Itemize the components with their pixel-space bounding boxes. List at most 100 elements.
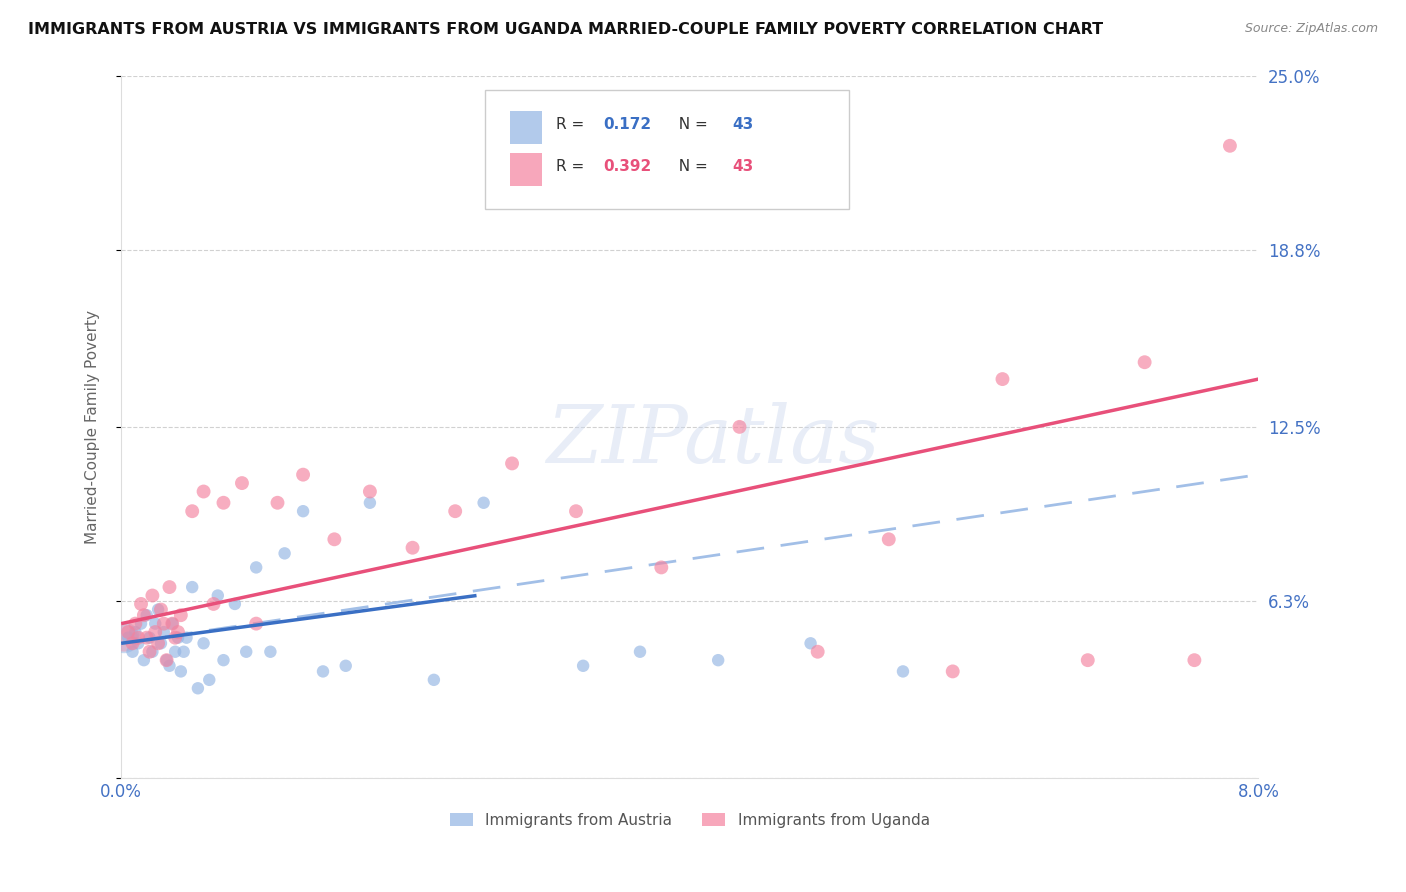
Point [193, 636, 215, 650]
Point [323, 533, 346, 547]
Point [165, 645, 187, 659]
Text: 43: 43 [731, 160, 754, 174]
Text: Source: ZipAtlas.com: Source: ZipAtlas.com [1244, 22, 1378, 36]
Text: N =: N = [669, 117, 713, 132]
Point [156, 653, 179, 667]
Point [124, 625, 146, 640]
Point [117, 625, 139, 640]
Point [245, 560, 267, 574]
Point [472, 496, 495, 510]
Point [312, 665, 335, 679]
Point [112, 631, 135, 645]
Point [146, 602, 169, 616]
Point [1182, 653, 1205, 667]
Point [198, 673, 221, 687]
Point [132, 653, 155, 667]
Point [202, 597, 225, 611]
Text: 0.172: 0.172 [603, 117, 651, 132]
Point [167, 631, 190, 645]
Point [127, 631, 149, 645]
Point [292, 504, 315, 518]
Point [152, 625, 174, 640]
Point [132, 608, 155, 623]
Point [800, 636, 823, 650]
Point [728, 420, 751, 434]
Point [129, 597, 152, 611]
Point [170, 665, 193, 679]
Point [135, 631, 157, 645]
Point [162, 616, 184, 631]
Point [991, 372, 1014, 386]
Point [187, 681, 209, 696]
Point [501, 457, 523, 471]
Point [159, 580, 181, 594]
Point [359, 496, 381, 510]
Point [1133, 355, 1156, 369]
Point [807, 645, 830, 659]
Point [444, 504, 467, 518]
Point [877, 533, 900, 547]
Point [1219, 138, 1241, 153]
Point [149, 636, 172, 650]
Point [650, 560, 672, 574]
FancyBboxPatch shape [485, 89, 849, 209]
Point [212, 496, 235, 510]
Point [181, 580, 204, 594]
Point [149, 602, 172, 616]
Point [165, 631, 187, 645]
Point [707, 653, 730, 667]
Text: IMMIGRANTS FROM AUSTRIA VS IMMIGRANTS FROM UGANDA MARRIED-COUPLE FAMILY POVERTY : IMMIGRANTS FROM AUSTRIA VS IMMIGRANTS FR… [28, 22, 1104, 37]
Point [129, 616, 152, 631]
Point [143, 625, 166, 640]
Point [273, 546, 295, 560]
Point [138, 645, 160, 659]
Point [335, 658, 357, 673]
Point [141, 645, 163, 659]
Text: R =: R = [555, 160, 589, 174]
Point [121, 645, 143, 659]
Point [117, 631, 139, 645]
Point [565, 504, 588, 518]
Text: R =: R = [555, 117, 589, 132]
Point [135, 608, 157, 623]
FancyBboxPatch shape [510, 112, 541, 144]
Point [152, 616, 174, 631]
Point [292, 467, 315, 482]
Point [235, 645, 257, 659]
Text: ZIPatlas: ZIPatlas [546, 402, 879, 480]
Y-axis label: Married-Couple Family Poverty: Married-Couple Family Poverty [86, 310, 100, 544]
Legend: Immigrants from Austria, Immigrants from Uganda: Immigrants from Austria, Immigrants from… [444, 806, 936, 834]
Point [193, 484, 215, 499]
Point [173, 645, 195, 659]
Point [162, 616, 184, 631]
Point [1077, 653, 1099, 667]
Point [159, 658, 181, 673]
Point [181, 504, 204, 518]
Point [112, 631, 135, 645]
Point [176, 631, 198, 645]
Text: 43: 43 [731, 117, 754, 132]
Point [156, 653, 179, 667]
Point [170, 608, 193, 623]
Text: 0.392: 0.392 [603, 160, 651, 174]
Text: N =: N = [669, 160, 713, 174]
Point [266, 496, 288, 510]
Point [207, 589, 229, 603]
Point [891, 665, 914, 679]
Point [572, 658, 595, 673]
Point [141, 589, 163, 603]
Point [138, 631, 160, 645]
Point [146, 636, 169, 650]
Point [423, 673, 446, 687]
Point [942, 665, 965, 679]
Point [259, 645, 281, 659]
Point [401, 541, 423, 555]
Point [224, 597, 246, 611]
Point [231, 476, 253, 491]
Point [143, 616, 166, 631]
Point [167, 625, 190, 640]
Point [124, 616, 146, 631]
Point [245, 616, 267, 631]
Point [127, 636, 149, 650]
FancyBboxPatch shape [510, 153, 541, 186]
